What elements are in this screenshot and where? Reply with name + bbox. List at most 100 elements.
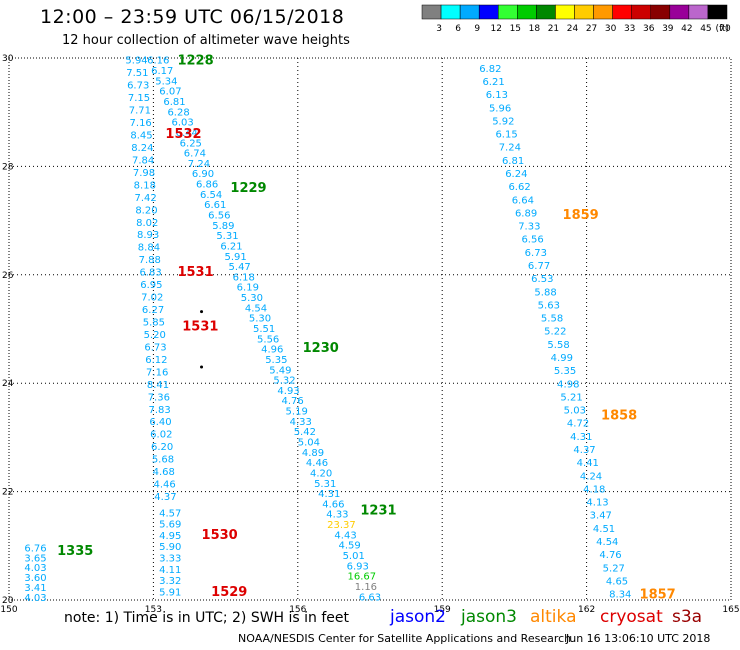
wave-height-value: 7.24 — [188, 159, 210, 170]
track-time-label: 1532 — [165, 127, 201, 142]
wave-height-value: 5.19 — [286, 407, 308, 418]
wave-height-value: 6.63 — [359, 592, 381, 603]
wave-height-value: 6.53 — [531, 274, 553, 285]
wave-height-value: 4.37 — [154, 492, 176, 503]
wave-height-value: 6.02 — [150, 430, 172, 441]
wave-height-value: 8.34 — [609, 590, 631, 601]
wave-height-value: 5.69 — [159, 520, 181, 531]
x-tick-label: 159 — [434, 605, 451, 615]
wave-height-value: 8.93 — [137, 230, 159, 241]
wave-height-value: 4.20 — [310, 468, 332, 479]
wave-height-value: 5.03 — [564, 406, 586, 417]
wave-height-value: 7.16 — [146, 367, 168, 378]
wave-height-value: 5.91 — [224, 252, 246, 263]
wave-height-value: 7.84 — [132, 155, 154, 166]
wave-height-value: 5.58 — [541, 314, 563, 325]
wave-height-value: 6.24 — [505, 169, 527, 180]
wave-height-value: 6.12 — [145, 355, 167, 366]
colorbar-swatch — [650, 4, 671, 20]
colorbar-label: 39 — [662, 24, 674, 34]
wave-height-value: 6.20 — [151, 442, 173, 453]
wave-height-value: 6.25 — [180, 138, 202, 149]
wave-height-value: 6.90 — [192, 169, 214, 180]
wave-height-value: 5.22 — [544, 327, 566, 338]
wave-height-value: 6.56 — [208, 210, 230, 221]
legend-altika: altika — [530, 607, 577, 627]
track-time-label: 1859 — [563, 208, 599, 223]
track-time-label: 1531 — [177, 265, 213, 280]
colorbar-label: 70 — [719, 24, 731, 34]
wave-height-value: 6.54 — [200, 190, 222, 201]
legend-jason2: jason2 — [390, 607, 446, 627]
wave-height-value: 8.45 — [130, 131, 152, 142]
wave-height-value: 5.63 — [538, 300, 560, 311]
wave-height-value: 4.89 — [302, 448, 324, 459]
wave-height-value: 5.90 — [159, 542, 181, 553]
wave-height-value: 6.28 — [167, 107, 189, 118]
wave-height-value: 7.33 — [518, 222, 540, 233]
x-tick-label: 150 — [0, 605, 17, 615]
wave-height-value: 6.73 — [525, 248, 547, 259]
wave-height-value: 4.99 — [551, 353, 573, 364]
location-marker — [200, 310, 204, 314]
wave-height-value: 6.13 — [486, 90, 508, 101]
wave-height-value: 5.58 — [547, 340, 569, 351]
track-time-label: 1529 — [211, 585, 247, 600]
colorbar-label: 33 — [624, 24, 635, 34]
track-time-label: 1230 — [303, 341, 339, 356]
wave-height-value: 6.16 — [147, 56, 169, 67]
wave-height-value: 6.74 — [184, 149, 206, 160]
x-tick-label: 156 — [289, 605, 306, 615]
wave-height-value: 5.51 — [253, 324, 275, 335]
wave-height-value: 5.32 — [273, 376, 295, 387]
wave-height-value: 6.56 — [521, 235, 543, 246]
wave-height-value: 6.15 — [495, 130, 517, 141]
wave-height-value: 3.65 — [24, 553, 46, 564]
wave-height-value: 6.21 — [482, 77, 504, 88]
colorbar-label: 12 — [491, 24, 502, 34]
legend-jason3: jason3 — [461, 607, 517, 627]
wave-height-value: 4.33 — [290, 417, 312, 428]
wave-height-value: 6.19 — [237, 283, 259, 294]
wave-height-value: 8.84 — [138, 243, 160, 254]
wave-height-value: 5.31 — [216, 231, 238, 242]
wave-height-value: 3.60 — [24, 573, 46, 584]
colorbar-label: 3 — [436, 24, 442, 34]
wave-height-value: 4.13 — [586, 498, 608, 509]
wave-height-value: 6.73 — [144, 342, 166, 353]
wave-height-value: 5.35 — [265, 355, 287, 366]
colorbar-swatch — [440, 4, 461, 20]
wave-height-value: 5.88 — [534, 287, 556, 298]
location-marker — [200, 365, 204, 369]
wave-height-value: 4.72 — [567, 419, 589, 430]
colorbar-swatch — [612, 4, 632, 20]
y-tick-label: 28 — [2, 162, 14, 172]
y-tick-label: 30 — [2, 54, 14, 64]
wave-height-value: 6.86 — [196, 180, 218, 191]
track-time-label: 1231 — [360, 504, 396, 519]
chart-subtitle: 12 hour collection of altimeter wave hei… — [62, 33, 350, 48]
chart-title: 12:00 – 23:59 UTC 06/15/2018 — [40, 6, 345, 28]
wave-height-value: 4.59 — [339, 541, 361, 552]
track-time-label: 1531 — [182, 319, 218, 334]
wave-height-value: 6.83 — [139, 268, 161, 279]
x-tick-label: 162 — [578, 605, 595, 615]
wave-height-value: 5.34 — [155, 76, 177, 87]
wave-height-value: 4.54 — [596, 537, 618, 548]
colorbar-unit: (ft) — [715, 24, 729, 34]
track-time-label: 1530 — [202, 528, 238, 543]
wave-height-value: 4.41 — [577, 458, 599, 469]
colorbar-swatch — [688, 4, 709, 20]
wave-height-value: 6.44 — [176, 128, 198, 139]
colorbar-label: 36 — [643, 24, 655, 34]
track-time-label: 1858 — [601, 409, 637, 424]
wave-height-value: 5.27 — [603, 563, 625, 574]
x-tick-label: 165 — [722, 605, 739, 615]
wave-height-value: 5.96 — [489, 103, 511, 114]
wave-height-value: 4.46 — [306, 458, 328, 469]
wave-height-value: 5.30 — [249, 314, 271, 325]
wave-height-value: 4.98 — [557, 379, 579, 390]
wave-height-value: 5.89 — [212, 221, 234, 232]
wave-height-value: 6.07 — [159, 87, 181, 98]
